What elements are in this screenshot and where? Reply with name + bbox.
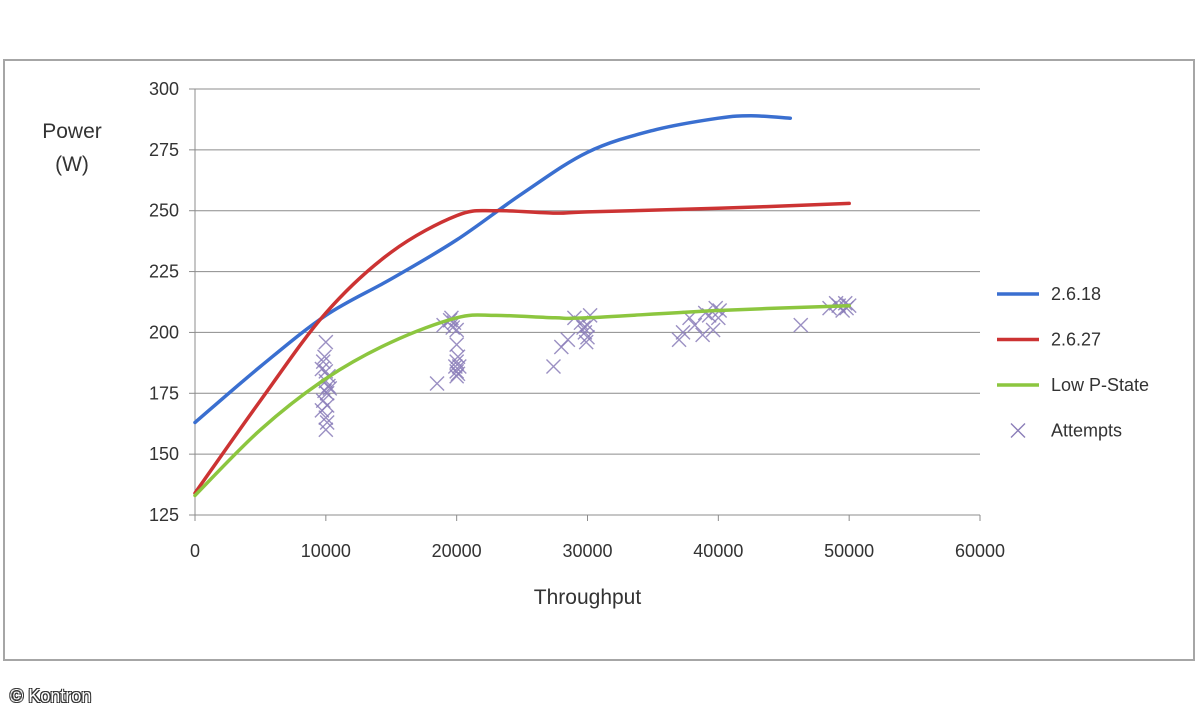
gridlines — [195, 88, 980, 455]
chart-frame: 125 150 175 200 225 250 275 300 0 10000 20000 30000… — [3, 59, 1195, 661]
scatter-point-attempts-16 — [322, 380, 338, 396]
y-tick-label-300: 300 — [149, 79, 179, 99]
x-tick-label-60000: 60000 — [955, 541, 1005, 561]
y-tick-label-275: 275 — [149, 140, 179, 160]
scatter-point-attempts-27 — [450, 349, 466, 365]
y-axis-title-line-2: (W) — [55, 153, 89, 176]
y-tick-label-200: 200 — [149, 322, 179, 342]
x-tick-label-40000: 40000 — [693, 541, 743, 561]
series-line-low-p-state — [193, 303, 851, 498]
y-tick-label-175: 175 — [149, 383, 179, 403]
scatter-point-attempts-39 — [580, 317, 595, 333]
y-tick-label-150: 150 — [149, 444, 179, 464]
scatter-point-attempts-40 — [576, 320, 592, 336]
scatter-point-attempts-32 — [545, 359, 561, 375]
x-tick-label-30000: 30000 — [562, 541, 612, 561]
scatter-point-attempts-23 — [449, 337, 465, 353]
legend: 2.6.18 2.6.27 Low P-State Attempts — [997, 284, 1149, 441]
scatter-point-attempts-5 — [319, 397, 335, 413]
series-line-2-6-18 — [193, 114, 793, 425]
x-axis-title: Throughput — [534, 586, 642, 609]
scatter-point-attempts-9 — [318, 410, 334, 426]
y-tick-label-125: 125 — [149, 505, 179, 525]
scatter-point-attempts-11 — [319, 415, 335, 430]
scatter-point-attempts-10 — [318, 422, 334, 438]
series — [193, 114, 857, 498]
scatter-point-attempts-12 — [317, 349, 333, 365]
x-tick-label-10000: 10000 — [301, 541, 351, 561]
axes — [189, 88, 981, 521]
y-axis-title-line-1: Power — [42, 120, 102, 143]
scatter-point-attempts-17 — [429, 376, 445, 392]
scatter-point-attempts-22 — [449, 363, 465, 379]
scatter-point-attempts-61 — [837, 295, 853, 311]
scatter-point-attempts-43 — [671, 332, 687, 348]
x-tick-label-50000: 50000 — [824, 541, 874, 561]
scatter-point-attempts-50 — [710, 310, 726, 326]
y-tick-label-250: 250 — [149, 201, 179, 221]
scatter-point-attempts-42 — [578, 334, 594, 350]
scatter-point-attempts-8 — [315, 354, 331, 370]
scatter-point-attempts-49 — [708, 300, 724, 316]
x-tick-label-20000: 20000 — [432, 541, 482, 561]
legend-label-attempts: Attempts — [1051, 421, 1122, 441]
labels: 125 150 175 200 225 250 275 300 0 10000 20000 30000… — [42, 79, 1005, 609]
legend-label-low-p-state: Low P-State — [1051, 375, 1149, 395]
scatter-point-attempts-46 — [687, 317, 703, 333]
scatter-point-attempts-53 — [695, 327, 711, 343]
legend-swatch-attempts — [1010, 423, 1026, 438]
x-tick-label-0: 0 — [190, 541, 200, 561]
y-tick-label-225: 225 — [149, 262, 179, 282]
power-throughput-chart: 125 150 175 200 225 250 275 300 0 10000 20000 30000… — [42, 79, 1149, 609]
scatter-point-attempts-28 — [451, 359, 467, 375]
scatter-point-attempts-14 — [314, 361, 330, 377]
series-line-2-6-27 — [193, 201, 851, 495]
legend-label-2-6-18: 2.6.18 — [1051, 284, 1101, 304]
scatter-point-attempts-38 — [580, 329, 595, 345]
copyright-notice: © Kontron — [10, 686, 92, 706]
scatter-point-attempts-15 — [318, 334, 334, 350]
scatter-point-attempts-41 — [582, 307, 598, 323]
legend-label-2-6-27: 2.6.27 — [1051, 330, 1101, 350]
scatter-point-attempts-44 — [675, 324, 691, 340]
scatter-point-attempts-30 — [449, 368, 465, 384]
scatter-point-attempts-54 — [793, 317, 809, 333]
scatter-point-attempts-34 — [560, 332, 576, 348]
scatter-point-attempts-47 — [697, 305, 713, 321]
scatter-point-attempts-51 — [705, 322, 721, 338]
